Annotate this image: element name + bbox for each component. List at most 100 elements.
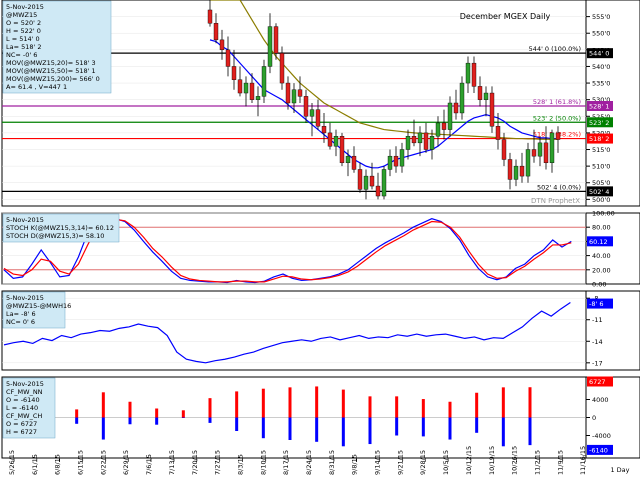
x-tick-label: 8/17/15 — [282, 450, 290, 475]
cot-bar — [261, 388, 265, 418]
value-badge — [587, 236, 613, 247]
candle — [225, 36, 231, 77]
value-badge — [587, 133, 613, 144]
info-box — [2, 291, 66, 329]
candle-body — [303, 96, 309, 117]
info-line: 5-Nov-2015 — [6, 380, 44, 388]
value-badge-label: 502' 4 — [589, 188, 609, 196]
candle-body — [315, 109, 321, 127]
info-line: H = 522' 0 — [6, 27, 41, 35]
info-line: 5-Nov-2015 — [6, 294, 44, 302]
candle — [303, 89, 309, 123]
candle-body — [207, 9, 213, 24]
cot-bar — [315, 417, 319, 442]
info-line: MOV(@MWZ15,50)= 518' 1 — [6, 67, 96, 75]
candle — [525, 142, 531, 183]
x-tick-label: 10/26/15 — [511, 446, 519, 475]
candle-body — [495, 126, 501, 140]
value-badge — [587, 186, 613, 197]
cot-bar — [75, 409, 79, 418]
cot-bar — [181, 410, 185, 418]
candle-body — [459, 82, 465, 114]
candle — [333, 129, 339, 157]
cot-bar — [155, 417, 159, 425]
value-badge-label: 60.12 — [589, 238, 608, 246]
x-tick-label: 10/12/15 — [465, 446, 473, 475]
y-tick-label: 505'0 — [592, 179, 610, 187]
candle — [339, 132, 345, 167]
x-tick-label: 7/6/15 — [145, 454, 153, 475]
x-tick-label: 8/31/15 — [328, 450, 336, 475]
value-badge-label: 523' 2 — [589, 119, 609, 127]
info-line: STOCH D(@MWZ15,3)= 58.10 — [6, 232, 104, 240]
candle — [327, 122, 333, 150]
candle-body — [507, 159, 513, 180]
candle — [261, 59, 267, 103]
cot-bar — [128, 417, 132, 425]
candle-body — [225, 49, 231, 67]
panel-frame-2 — [1, 290, 587, 371]
chart-title: December MGEX Daily — [460, 12, 551, 21]
candle-body — [519, 165, 525, 177]
y-tick-label: -17 — [592, 359, 603, 367]
value-badge — [587, 100, 613, 111]
candle-body — [435, 122, 441, 137]
candle-body — [387, 155, 393, 170]
candle — [315, 99, 321, 130]
x-tick-label: 9/28/15 — [419, 450, 427, 475]
x-tick-label: 6/8/15 — [54, 454, 62, 475]
cot-bar — [448, 401, 452, 418]
info-line: STOCH K(@MWZ15,3,14)= 60.12 — [6, 224, 114, 232]
x-tick-label: 11/9/15 — [556, 450, 564, 475]
candle — [357, 162, 363, 193]
value-badge — [587, 48, 613, 59]
candle — [429, 129, 435, 160]
info-line: O = 520' 2 — [6, 19, 41, 27]
candle-body — [501, 139, 507, 160]
period-label: 1 Day — [610, 466, 629, 474]
watermark: DTN ProphetX — [531, 197, 580, 205]
candle — [375, 172, 381, 200]
candle — [423, 122, 429, 153]
cot-bar — [368, 396, 372, 418]
candle-body — [339, 136, 345, 164]
candle-body — [309, 109, 315, 117]
candle-body — [405, 136, 411, 150]
candle — [363, 169, 369, 200]
candle-body — [345, 155, 351, 164]
cot-bar — [341, 389, 345, 418]
panel-axis-3 — [585, 376, 640, 459]
candle-body — [279, 52, 285, 84]
candle — [219, 29, 225, 60]
cot-bar — [341, 417, 345, 447]
candle — [471, 56, 477, 94]
y-tick-label: 535'0 — [592, 80, 610, 88]
x-tick-label: 7/20/15 — [191, 450, 199, 475]
info-line: NC= 0' 6 — [6, 318, 35, 326]
candle-body — [465, 62, 471, 84]
y-tick-label: 20.00 — [592, 266, 611, 274]
candle — [549, 129, 555, 173]
candle-body — [231, 66, 237, 80]
y-tick-label: -14 — [592, 338, 603, 346]
panel-axis-1 — [585, 212, 640, 285]
y-tick-label: 100.00 — [592, 210, 615, 218]
candle — [519, 152, 525, 183]
info-box — [2, 377, 56, 439]
info-line: MOV(@MWZ15,200)= 566' 0 — [6, 75, 100, 83]
candle-body — [543, 142, 549, 164]
candle — [411, 119, 417, 147]
candle — [273, 23, 279, 60]
info-line: A= 61.4 , V=447 1 — [6, 83, 67, 91]
candle — [381, 166, 387, 200]
candle — [435, 116, 441, 147]
candle-body — [291, 89, 297, 104]
cot-bar — [528, 417, 532, 446]
candle — [555, 126, 561, 153]
candle — [537, 136, 543, 167]
candle-body — [297, 89, 303, 97]
candle-body — [453, 102, 459, 114]
x-tick-label: 9/8/15 — [351, 454, 359, 475]
candle-body — [429, 136, 435, 150]
